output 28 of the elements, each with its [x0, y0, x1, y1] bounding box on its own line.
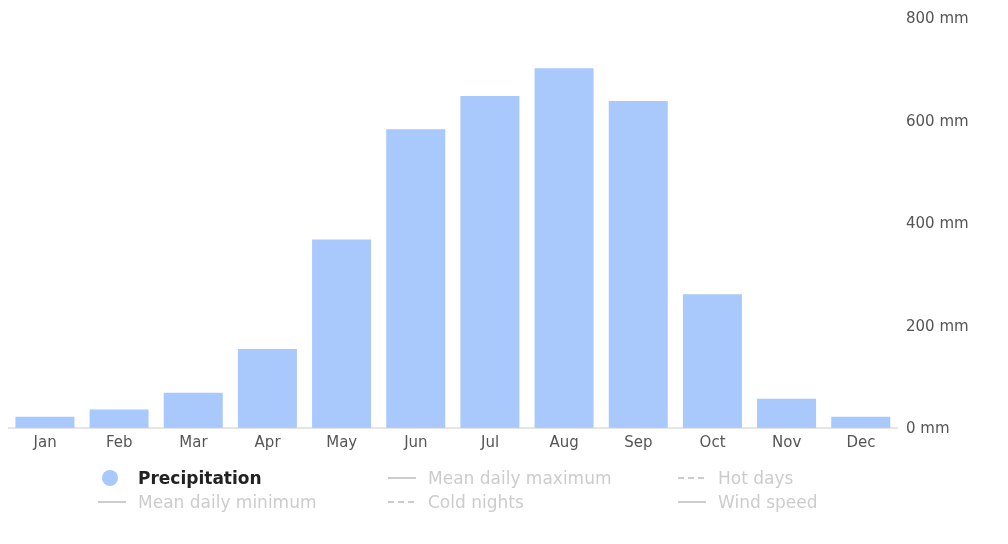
bar — [386, 129, 446, 428]
y-tick-label: 0 mm — [906, 419, 950, 438]
bar — [312, 239, 372, 428]
x-tick-label: Jun — [403, 432, 428, 451]
bar — [534, 68, 594, 428]
x-tick-label: Jul — [480, 432, 500, 451]
bar — [682, 294, 742, 428]
y-tick-label: 400 mm — [906, 214, 969, 233]
bar — [163, 392, 223, 428]
x-tick-label: Sep — [624, 432, 653, 451]
x-tick-label: Oct — [699, 432, 726, 451]
bar — [757, 398, 817, 428]
x-tick-label: Feb — [105, 432, 133, 451]
x-tick-label: Jan — [32, 432, 57, 451]
x-tick-label: Nov — [772, 432, 802, 451]
bar — [237, 349, 297, 428]
y-tick-label: 600 mm — [906, 111, 969, 130]
bar — [89, 409, 149, 428]
x-tick-label: Apr — [254, 432, 282, 451]
x-tick-label: Mar — [179, 432, 209, 451]
x-tick-label: Dec — [846, 432, 876, 451]
bar — [460, 95, 520, 428]
bar — [608, 101, 668, 428]
legend-label: Precipitation — [138, 468, 262, 488]
y-tick-label: 200 mm — [906, 316, 969, 335]
x-tick-label: May — [326, 432, 358, 451]
y-tick-label: 800 mm — [906, 9, 969, 28]
x-tick-label: Aug — [549, 432, 579, 451]
